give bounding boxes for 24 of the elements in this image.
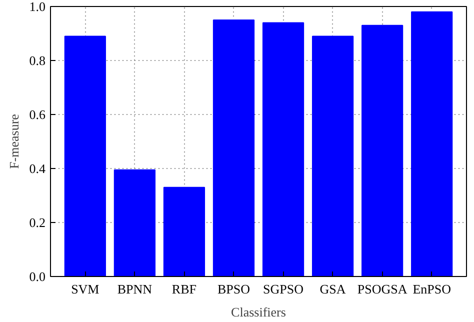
x-tick-label: SGPSO: [263, 282, 304, 296]
x-tick-label: BPSO: [217, 282, 250, 296]
bar: [411, 11, 453, 276]
y-tick-label: 0.8: [29, 53, 46, 68]
y-tick-label: 0.6: [29, 107, 46, 122]
x-tick-label: BPNN: [117, 282, 153, 296]
bar: [362, 24, 404, 276]
bar: [262, 22, 304, 276]
bar: [212, 20, 255, 276]
y-tick-label: 0.4: [29, 161, 46, 176]
y-tick-label: 0.2: [29, 215, 46, 230]
bar: [312, 36, 354, 276]
y-tick-label: 0.0: [29, 269, 46, 284]
x-tick-label: EnPSO: [412, 282, 451, 296]
x-axis-title: Classifiers: [231, 304, 286, 320]
bar: [163, 186, 206, 276]
bar: [64, 36, 106, 276]
x-tick-label: GSA: [320, 282, 346, 296]
bar: [114, 169, 156, 276]
x-tick-label: PSOGSA: [357, 282, 408, 296]
x-tick-label: SVM: [71, 282, 100, 296]
y-tick-label: 1.0: [29, 0, 46, 14]
y-axis-title: F-measure: [6, 114, 22, 169]
x-tick-label: RBF: [172, 282, 197, 296]
